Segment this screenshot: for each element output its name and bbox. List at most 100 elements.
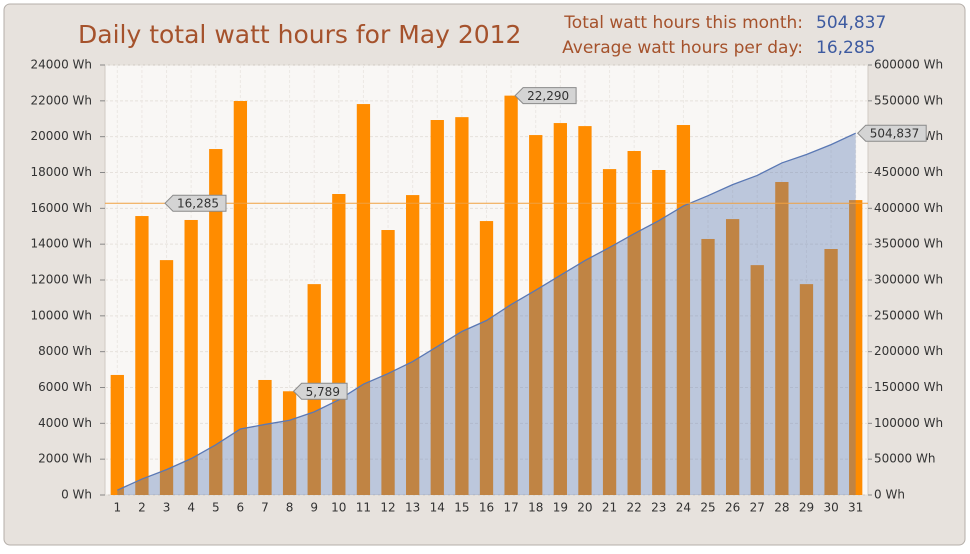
x-tick-label: 21 — [602, 501, 617, 515]
bar — [775, 181, 789, 495]
y2-tick-label: 50000 Wh — [874, 452, 935, 466]
bar — [282, 391, 297, 495]
bar — [258, 379, 272, 495]
bar — [135, 216, 149, 495]
y2-tick-label: 350000 Wh — [874, 237, 943, 251]
summary-value: 16,285 — [816, 38, 875, 58]
x-tick-label: 7 — [261, 501, 269, 515]
bar — [799, 284, 814, 495]
y2-tick-label: 100000 Wh — [874, 416, 943, 430]
y-tick-label: 22000 Wh — [31, 93, 92, 107]
y2-tick-label: 450000 Wh — [874, 165, 943, 179]
x-tick-label: 3 — [163, 501, 171, 515]
y2-tick-label: 250000 Wh — [874, 308, 943, 322]
x-tick-label: 18 — [528, 501, 543, 515]
callout-box — [514, 87, 577, 105]
callout-box — [856, 124, 927, 142]
y2-tick-label: 150000 Wh — [874, 380, 943, 394]
y2-tick-label: 400000 Wh — [874, 201, 943, 215]
y-tick-label: 12000 Wh — [31, 273, 92, 287]
x-tick-label: 19 — [553, 501, 568, 515]
callout-box — [164, 194, 227, 212]
bar — [332, 194, 346, 495]
bar — [430, 120, 444, 496]
y-tick-label: 20000 Wh — [31, 129, 92, 143]
bar — [849, 200, 863, 495]
x-tick-label: 14 — [430, 501, 445, 515]
y2-tick-label: 200000 Wh — [874, 344, 943, 358]
x-tick-label: 26 — [725, 501, 740, 515]
x-tick-label: 31 — [848, 501, 863, 515]
callout-label: 5,789 — [306, 385, 340, 399]
bar — [110, 374, 124, 495]
x-tick-label: 30 — [823, 501, 838, 515]
x-tick-label: 12 — [380, 501, 395, 515]
x-tick-label: 20 — [577, 501, 592, 515]
callout-label: 22,290 — [527, 89, 569, 103]
bar — [750, 265, 764, 495]
y-tick-label: 10000 Wh — [31, 308, 92, 322]
bar — [627, 151, 641, 495]
x-tick-label: 8 — [286, 501, 294, 515]
x-tick-label: 27 — [750, 501, 765, 515]
bar — [725, 219, 740, 496]
x-tick-label: 11 — [356, 501, 371, 515]
summary-label: Average watt hours per day: — [562, 38, 803, 58]
x-tick-label: 2 — [138, 501, 146, 515]
bar — [455, 117, 469, 495]
callout-label: 504,837 — [870, 127, 920, 141]
x-tick-label: 22 — [627, 501, 642, 515]
callout-box — [292, 382, 348, 400]
x-tick-label: 5 — [212, 501, 220, 515]
x-tick-label: 28 — [774, 501, 789, 515]
y-tick-label: 4000 Wh — [38, 416, 92, 430]
y2-tick-label: 550000 Wh — [874, 93, 943, 107]
y2-tick-label: 600000 Wh — [874, 58, 943, 72]
y2-tick-label: 0 Wh — [874, 488, 905, 502]
bar — [406, 195, 420, 495]
bar — [676, 125, 691, 495]
bar — [184, 219, 198, 495]
bar — [479, 221, 494, 495]
x-tick-label: 25 — [700, 501, 715, 515]
summary-label: Total watt hours this month: — [563, 13, 803, 33]
x-tick-label: 15 — [454, 501, 469, 515]
x-tick-label: 1 — [113, 501, 121, 515]
bar — [529, 135, 543, 495]
bar — [578, 126, 592, 496]
x-tick-label: 4 — [187, 501, 195, 515]
callout-label: 16,285 — [177, 197, 219, 211]
x-tick-label: 29 — [799, 501, 814, 515]
summary-value: 504,837 — [816, 13, 886, 33]
bar — [233, 101, 248, 495]
y-tick-label: 16000 Wh — [31, 201, 92, 215]
cumulative-line — [117, 132, 856, 491]
bar — [381, 230, 395, 495]
bar — [602, 169, 617, 496]
x-tick-label: 23 — [651, 501, 666, 515]
bar — [356, 104, 371, 495]
chart-title: Daily total watt hours for May 2012 — [78, 20, 521, 49]
y-tick-label: 8000 Wh — [38, 344, 92, 358]
cumulative-area — [117, 133, 856, 496]
x-tick-label: 10 — [331, 501, 346, 515]
bar — [159, 260, 174, 495]
bar — [553, 123, 567, 496]
y-tick-label: 24000 Wh — [31, 58, 92, 72]
bar — [824, 249, 838, 495]
x-tick-label: 9 — [310, 501, 318, 515]
x-tick-label: 6 — [237, 501, 245, 515]
y-tick-label: 0 Wh — [61, 488, 92, 502]
bar — [504, 95, 518, 495]
x-tick-label: 16 — [479, 501, 494, 515]
bar — [209, 149, 223, 495]
y-tick-label: 18000 Wh — [31, 165, 92, 179]
y-tick-label: 2000 Wh — [38, 452, 92, 466]
x-tick-label: 24 — [676, 501, 691, 515]
x-tick-label: 17 — [503, 501, 518, 515]
y-tick-label: 14000 Wh — [31, 237, 92, 251]
bar — [652, 169, 666, 495]
y2-tick-label: 300000 Wh — [874, 273, 943, 287]
x-tick-label: 13 — [405, 501, 420, 515]
